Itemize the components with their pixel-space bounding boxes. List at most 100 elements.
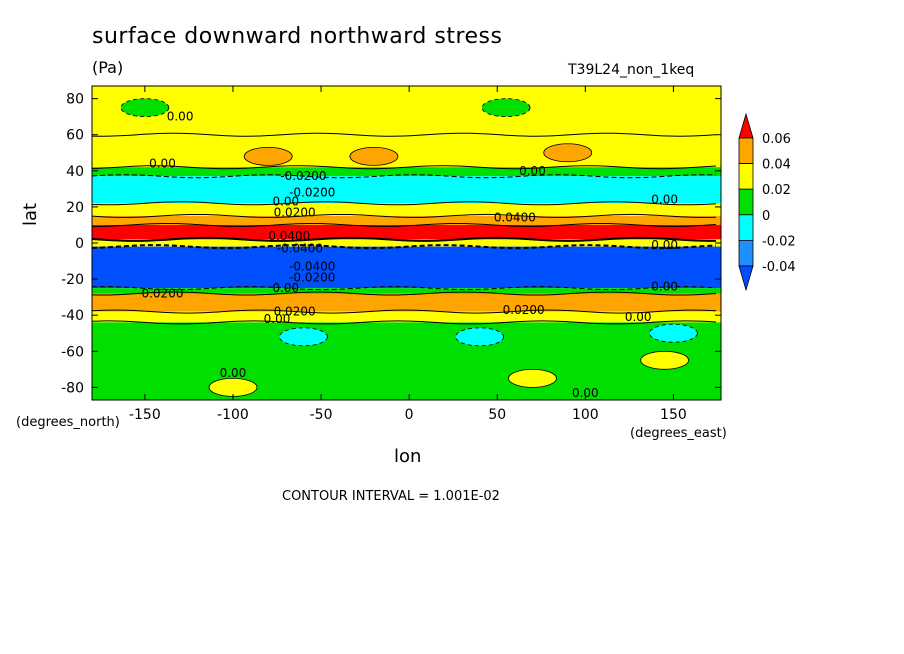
- patch-3: [243, 146, 293, 166]
- axes: -150 -100 -50 0 50 100 150 -80 -60 -40 -20 0 20 40 60 8…: [61, 86, 721, 423]
- colorbar-label-3: 0: [762, 209, 770, 224]
- patch-9: [279, 327, 328, 347]
- zonal-band-9: [92, 288, 721, 294]
- run-label: T39L24_non_1keq: [568, 62, 695, 78]
- contour-label-6: 0.0200: [274, 205, 316, 219]
- patch-2: [543, 143, 593, 163]
- y-tick-label-0: -80: [61, 380, 84, 396]
- patch-10: [649, 323, 698, 343]
- zonal-band-1: [92, 134, 721, 168]
- colorbar-label-2: 0.02: [762, 183, 791, 198]
- contour-label-16: 0.00: [651, 279, 678, 293]
- contour-label-19: 0.00: [264, 312, 291, 326]
- zonal-band-11: [92, 311, 721, 323]
- zonal-band-6: [92, 224, 721, 240]
- patch-4: [349, 146, 399, 166]
- zonal-band-12: [92, 322, 721, 400]
- contour-label-22: 0.00: [572, 386, 599, 400]
- contour-label-18: 0.0200: [503, 303, 545, 317]
- zonal-band-0: [92, 86, 721, 135]
- contour-line-1: [92, 165, 717, 170]
- y-tick-label-6: 40: [66, 164, 84, 180]
- colorbar-box-3: [738, 214, 754, 241]
- contour-label-13: -0.0200: [289, 270, 335, 284]
- y-tick-label-1: -60: [61, 344, 84, 360]
- contour-line-3: [92, 201, 717, 206]
- units-label: (Pa): [92, 58, 124, 77]
- colorbar-over-arrow: [738, 112, 754, 139]
- x-tick-label-1: -100: [217, 407, 249, 423]
- x-tick-label-4: 50: [488, 407, 506, 423]
- contour-label-17: 0.0200: [274, 305, 316, 319]
- contour-label-9: 0.0400: [268, 229, 310, 243]
- zonal-band-2: [92, 167, 721, 177]
- x-unit-label: (degrees_east): [630, 426, 727, 441]
- contour-line-6: [92, 236, 717, 242]
- colorbar: 0.06 0.04 0.02 0 -0.02 -0.04: [738, 112, 796, 292]
- contour-label-4: -0.0200: [289, 185, 335, 199]
- contour-label-7: 0.0400: [494, 211, 536, 225]
- contour-lines: [92, 132, 717, 325]
- shaded-fields: [92, 86, 721, 400]
- x-tick-label-5: 100: [572, 407, 599, 423]
- patch-5: [208, 377, 258, 397]
- contour-label-15: 0.0200: [141, 287, 183, 301]
- contour-label-2: 0.00: [519, 164, 546, 178]
- contour-line-4: [92, 213, 717, 218]
- contour-label-21: 0.00: [220, 366, 247, 380]
- contour-label-14: 0.00: [272, 281, 299, 295]
- contour-line-7: [92, 244, 717, 250]
- zonal-band-10: [92, 293, 721, 312]
- x-tick-label-6: 150: [660, 407, 687, 423]
- zonal-band-8: [92, 246, 721, 289]
- contour-line-9: [92, 291, 717, 296]
- contour-label-20: 0.00: [625, 310, 652, 324]
- contour-label-10: -0.0400: [277, 241, 323, 255]
- y-tick-label-4: 0: [75, 236, 84, 252]
- patch-6: [508, 368, 557, 388]
- zonal-band-7: [92, 239, 721, 247]
- contour-label-3: -0.0200: [280, 169, 326, 183]
- colorbar-box-0: [738, 137, 754, 165]
- contour-line-2: [92, 174, 717, 179]
- colorbar-box-1: [738, 163, 754, 190]
- y-tick-label-3: -20: [61, 272, 84, 288]
- y-tick-label-8: 80: [66, 92, 84, 108]
- zonal-band-3: [92, 176, 721, 204]
- x-tick-label-0: -150: [129, 407, 161, 423]
- colorbar-label-1: 0.04: [762, 158, 791, 173]
- contour-line-10: [92, 309, 717, 314]
- x-tick-label-3: 0: [405, 407, 414, 423]
- contour-label-0: 0.00: [167, 110, 194, 124]
- patch-8: [455, 327, 505, 347]
- contour-line-5: [92, 222, 717, 227]
- colorbar-box-4: [738, 239, 754, 267]
- contour-label-1: 0.00: [149, 157, 176, 171]
- contour-interval-note: CONTOUR INTERVAL = 1.001E-02: [282, 489, 500, 504]
- colorbar-label-4: -0.02: [762, 234, 796, 249]
- y-tick-label-5: 20: [66, 200, 84, 216]
- zonal-band-4: [92, 203, 721, 216]
- colorbar-under-arrow: [738, 265, 754, 292]
- contour-label-8: 0.00: [651, 193, 678, 207]
- colorbar-label-5: -0.04: [762, 260, 796, 275]
- contour-line-0: [92, 132, 717, 137]
- patch-7: [640, 350, 690, 370]
- colorbar-box-2: [738, 188, 754, 216]
- patch-1: [481, 98, 531, 118]
- contour-line-11: [92, 320, 717, 325]
- chart-title: surface downward northward stress: [92, 24, 503, 49]
- x-axis-label: lon: [394, 446, 422, 467]
- x-tick-label-2: -50: [310, 407, 333, 423]
- y-tick-label-2: -40: [61, 308, 84, 324]
- colorbar-label-0: 0.06: [762, 132, 791, 147]
- contour-label-5: 0.00: [272, 194, 299, 208]
- contour-label-11: 0.00: [651, 238, 678, 252]
- patch-0: [120, 98, 170, 118]
- contour-label-12: -0.0400: [289, 259, 335, 273]
- zonal-band-5: [92, 215, 721, 225]
- y-unit-label: (degrees_north): [16, 415, 120, 430]
- contour-line-8: [92, 286, 717, 291]
